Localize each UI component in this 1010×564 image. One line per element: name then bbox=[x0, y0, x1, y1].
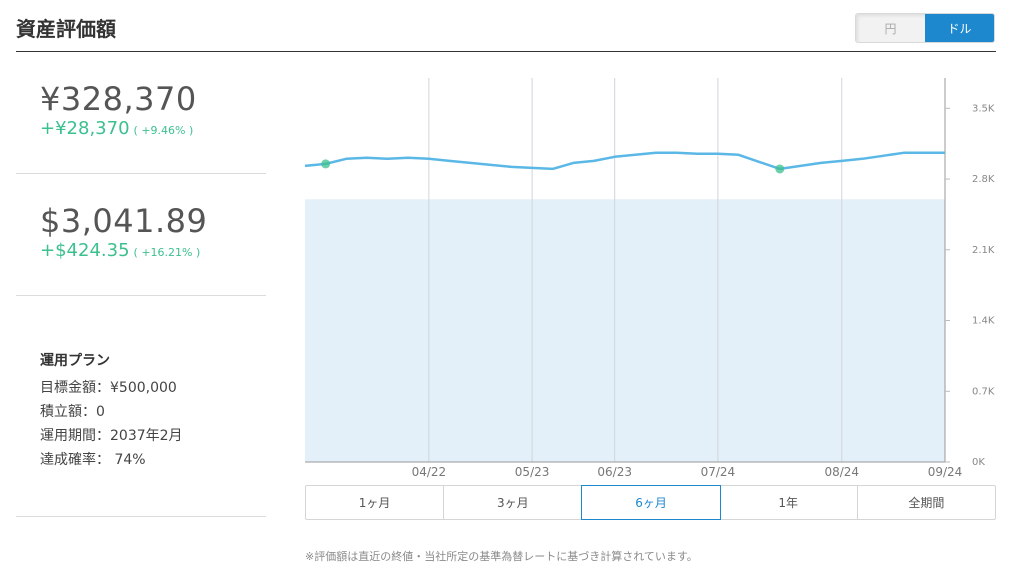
plan-probability: 達成確率： 74% bbox=[40, 452, 146, 468]
period-1-month-button[interactable]: 1ヶ月 bbox=[306, 486, 445, 519]
yen-total-value: ¥328,370 bbox=[40, 80, 197, 118]
y-tick-label: 0.7K bbox=[972, 386, 995, 397]
y-tick-label: 2.1K bbox=[972, 245, 995, 256]
yen-toggle-button[interactable]: 円 bbox=[856, 14, 925, 42]
period-3-month-button[interactable]: 3ヶ月 bbox=[444, 486, 583, 519]
dollar-toggle-button[interactable]: ドル bbox=[925, 14, 994, 42]
yen-gain: +¥28,370( +9.46% ) bbox=[40, 118, 266, 139]
y-tick-label: 0K bbox=[972, 457, 985, 468]
yen-gain-percent: ( +9.46% ) bbox=[133, 124, 194, 137]
yen-gain-amount: +¥28,370 bbox=[40, 118, 130, 139]
x-tick-label: 08/24 bbox=[824, 465, 859, 479]
usd-summary: $3,041.89 +$424.35( +16.21% ) bbox=[16, 174, 266, 296]
plan-contribution: 積立額：0 bbox=[40, 404, 105, 420]
usd-gain-amount: +$424.35 bbox=[40, 240, 130, 261]
y-tick-label: 2.8K bbox=[972, 174, 995, 185]
header-divider bbox=[16, 51, 996, 52]
x-tick-label: 05/23 bbox=[515, 465, 550, 479]
period-selector[interactable]: 1ヶ月 3ヶ月 6ヶ月 1年 全期間 bbox=[305, 485, 996, 520]
x-tick-label: 09/24 bbox=[928, 465, 963, 479]
period-6-month-button[interactable]: 6ヶ月 bbox=[581, 485, 721, 520]
plan-title: 運用プラン bbox=[40, 353, 110, 369]
x-tick-label: 04/22 bbox=[412, 465, 447, 479]
period-all-button[interactable]: 全期間 bbox=[908, 496, 945, 510]
asset-chart: 04/22 05/23 06/23 07/24 08/24 09/24 0K 0.7K 1.4K… bbox=[300, 70, 1010, 482]
chart-area-fill bbox=[305, 199, 945, 462]
page-title: 資産評価額 bbox=[16, 17, 116, 41]
plan-target-amount: 目標金額：¥500,000 bbox=[40, 380, 177, 396]
asset-value-line bbox=[304, 151, 945, 171]
currency-toggle[interactable]: 円 ドル bbox=[855, 13, 995, 43]
usd-total-value: $3,041.89 bbox=[40, 202, 208, 240]
y-tick-label: 1.4K bbox=[972, 316, 995, 327]
usd-gain-percent: ( +16.21% ) bbox=[133, 246, 201, 259]
yen-summary: ¥328,370 +¥28,370( +9.46% ) bbox=[16, 52, 266, 174]
period-1-year-button[interactable]: 1年 bbox=[720, 486, 858, 519]
x-tick-label: 07/24 bbox=[701, 465, 736, 479]
usd-gain: +$424.35( +16.21% ) bbox=[40, 240, 266, 261]
asset-chart-svg: 04/22 05/23 06/23 07/24 08/24 09/24 0K 0.7K 1.4K… bbox=[304, 78, 995, 479]
x-tick-label: 06/23 bbox=[597, 465, 632, 479]
event-marker bbox=[775, 164, 785, 174]
y-tick-label: 3.5K bbox=[972, 103, 995, 114]
footnote: ※評価額は直近の終値・当社所定の基準為替レートに基づき計算されています。 bbox=[305, 550, 698, 563]
plan-period: 運用期間：2037年2月 bbox=[40, 428, 183, 444]
event-marker bbox=[321, 159, 331, 169]
plan-summary: 運用プラン 目標金額：¥500,000 積立額：0 運用期間：2037年2月 達… bbox=[16, 296, 266, 517]
summary-panel: ¥328,370 +¥28,370( +9.46% ) $3,041.89 +$… bbox=[16, 52, 266, 517]
